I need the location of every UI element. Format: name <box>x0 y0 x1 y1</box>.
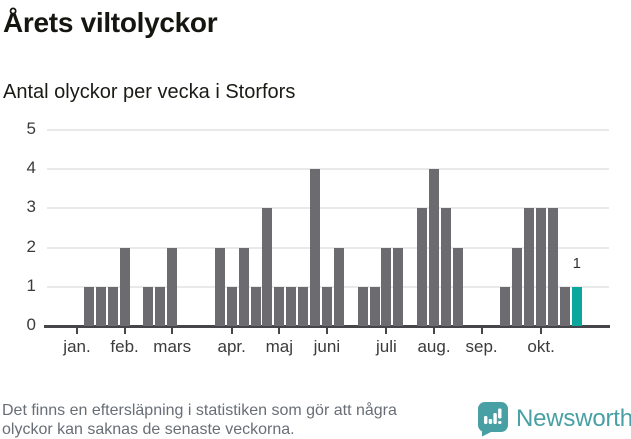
x-axis-label-juni: juni <box>313 337 341 356</box>
x-axis-label-juli: juli <box>375 337 397 356</box>
bar-week-39 <box>524 208 535 326</box>
bar-week-42 <box>559 286 570 326</box>
x-axis-line <box>44 325 610 328</box>
x-axis-tick-juni <box>325 328 328 334</box>
y-axis-label-4: 4 <box>26 158 36 178</box>
y-axis-label-5: 5 <box>26 119 36 138</box>
bar-week-9 <box>167 247 178 326</box>
footnote-line: olyckor kan saknas de senaste veckorna. <box>2 421 295 438</box>
bar-week-13 <box>214 247 225 326</box>
bar-week-30 <box>417 208 428 326</box>
bar-week-38 <box>512 247 523 326</box>
bar-week-8 <box>155 286 166 326</box>
y-axis-label-2: 2 <box>26 236 36 256</box>
newsworthy-logo: Newsworthy <box>477 400 631 438</box>
y-axis-label-0: 0 <box>26 315 36 334</box>
x-axis-tick-jan <box>76 328 78 334</box>
bar-week-2 <box>83 286 94 326</box>
chart-subtitle: Antal olyckor per vecka i Storfors <box>3 81 296 103</box>
bar-week-28 <box>393 247 404 326</box>
chart-footnote: Det finns en eftersläpning i statistiken… <box>2 401 454 439</box>
newsworthy-wordmark: Newsworthy <box>516 405 631 432</box>
bar-week-17 <box>262 208 273 326</box>
bar-week-43 <box>571 286 582 326</box>
bar-week-20 <box>298 286 309 326</box>
bar-week-27 <box>381 247 392 326</box>
bar-week-31 <box>429 169 439 326</box>
gridline-y-3 <box>47 207 609 210</box>
y-axis-label-3: 3 <box>26 197 36 217</box>
footnote-line: Det finns en eftersläpning i statistiken… <box>2 402 397 419</box>
x-axis-tick-feb <box>123 328 126 334</box>
x-axis-label-aug: aug. <box>417 337 451 356</box>
bar-week-22 <box>321 286 332 326</box>
bar-week-18 <box>274 286 285 326</box>
x-axis-tick-apr <box>230 328 233 334</box>
x-axis-label-sep: sep. <box>465 337 498 356</box>
x-axis-tick-maj <box>278 328 281 334</box>
x-axis-tick-okt <box>540 328 543 334</box>
bar-week-19 <box>286 286 297 326</box>
bar-week-41 <box>548 208 558 326</box>
x-axis-label-apr: apr. <box>217 337 246 356</box>
x-axis-tick-sep <box>480 328 483 334</box>
x-axis-label-maj: maj <box>265 337 293 356</box>
highlight-value-label: 1 <box>572 254 581 272</box>
bar-week-7 <box>143 286 154 326</box>
gridline-y-4 <box>47 168 609 171</box>
x-axis-tick-mars <box>171 328 174 334</box>
bar-week-14 <box>226 286 237 326</box>
y-axis-label-1: 1 <box>26 275 36 295</box>
bar-week-25 <box>357 286 368 326</box>
x-axis-label-feb: feb. <box>110 337 139 356</box>
bar-week-21 <box>310 169 320 326</box>
bar-week-26 <box>369 286 380 326</box>
gridline-y-5 <box>47 129 609 131</box>
bar-week-37 <box>500 286 511 326</box>
x-axis-label-mars: mars <box>153 337 192 356</box>
newsworthy-bar-chart-bubble-icon <box>478 402 508 437</box>
bar-week-16 <box>250 286 261 326</box>
bar-week-15 <box>238 247 249 326</box>
bar-week-4 <box>107 286 118 326</box>
bar-week-40 <box>536 208 547 326</box>
bar-week-3 <box>95 286 106 326</box>
bar-week-32 <box>440 208 451 326</box>
gridline-y-2 <box>47 246 609 249</box>
bar-week-23 <box>333 247 344 326</box>
page-title: Årets viltolyckor <box>3 7 218 38</box>
x-axis-label-okt: okt. <box>527 337 555 356</box>
bar-week-5 <box>119 247 130 326</box>
x-axis-tick-juli <box>385 328 388 334</box>
x-axis-label-jan: jan. <box>63 337 91 356</box>
x-axis-tick-aug <box>433 328 435 334</box>
bar-week-33 <box>452 247 463 326</box>
